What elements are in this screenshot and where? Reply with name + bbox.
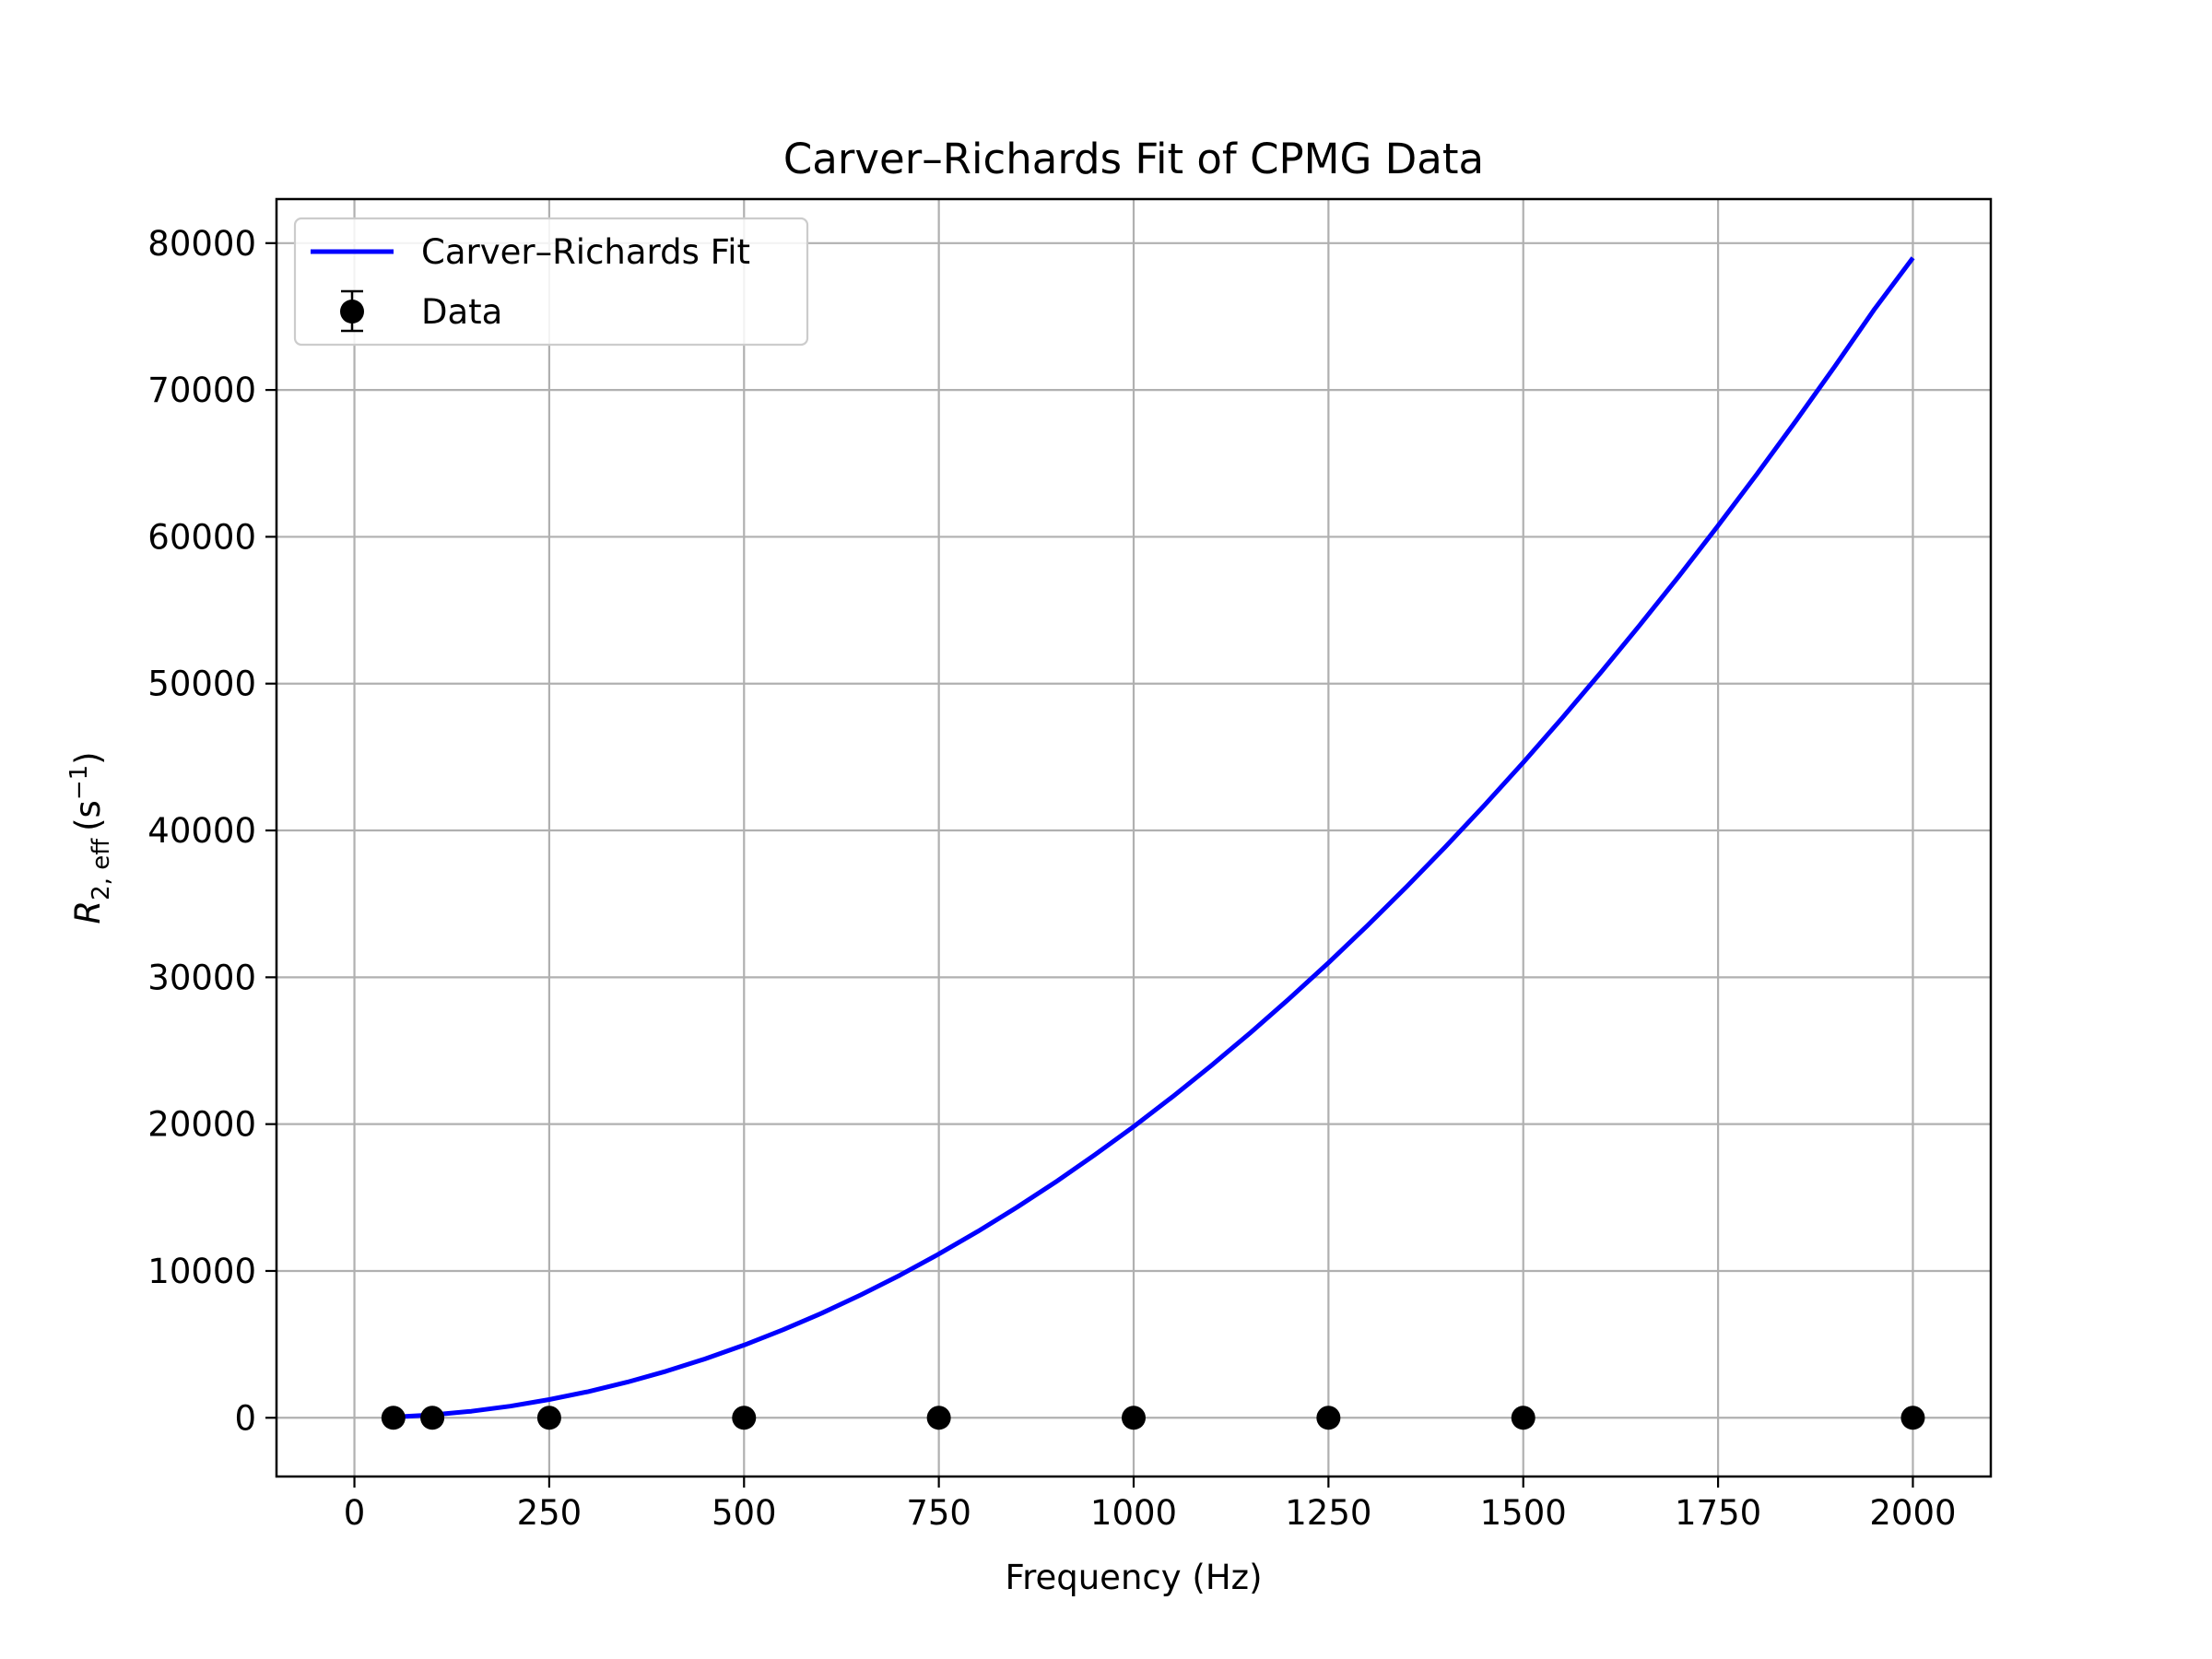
- y-axis-label-unit-prefix: (s: [68, 800, 108, 831]
- y-tick-label: 60000: [147, 517, 256, 557]
- x-tick-label: 500: [712, 1493, 777, 1533]
- series-layer: [381, 256, 1925, 1430]
- x-tick-label: 1500: [1480, 1493, 1567, 1533]
- fit-line: [393, 256, 1915, 1419]
- y-tick-label: 0: [234, 1398, 256, 1438]
- y-axis-label: R2, eff (s−1): [65, 751, 115, 924]
- y-axis-label-unit-suffix: ): [68, 751, 108, 764]
- y-tick-label: 80000: [147, 224, 256, 264]
- legend-fit-label: Carver–Richards Fit: [421, 232, 750, 272]
- data-point: [1316, 1406, 1341, 1430]
- data-point: [1122, 1406, 1146, 1430]
- y-tick-label: 10000: [147, 1252, 256, 1291]
- data-point: [926, 1406, 951, 1430]
- x-tick-label: 1750: [1675, 1493, 1761, 1533]
- legend-data-label: Data: [421, 292, 502, 332]
- y-tick-label: 40000: [147, 811, 256, 851]
- legend-data-marker: [340, 300, 364, 324]
- x-tick-label: 2000: [1869, 1493, 1956, 1533]
- y-tick-label: 20000: [147, 1105, 256, 1145]
- chart-title: Carver–Richards Fit of CPMG Data: [783, 135, 1484, 183]
- data-point: [381, 1406, 406, 1430]
- data-point: [1900, 1406, 1925, 1430]
- data-point: [420, 1406, 445, 1430]
- y-tick-label: 50000: [147, 665, 256, 704]
- grid-layer: [276, 199, 1991, 1477]
- x-tick-label: 1250: [1285, 1493, 1371, 1533]
- y-axis-label-unit-exp: −1: [65, 765, 93, 800]
- data-point: [536, 1406, 561, 1430]
- data-point: [732, 1406, 757, 1430]
- y-axis-label-symbol: R: [68, 900, 108, 924]
- legend: Carver–Richards Fit Data: [293, 217, 809, 347]
- legend-box: [293, 217, 809, 347]
- x-tick-label: 250: [517, 1493, 582, 1533]
- x-axis-label: Frequency (Hz): [1005, 1558, 1262, 1597]
- data-point: [1511, 1406, 1535, 1430]
- x-tick-label: 750: [906, 1493, 971, 1533]
- tick-layer: 0 250 500 750 1000 1250 1500 1750 20000100002000…: [147, 224, 1956, 1533]
- x-tick-label: 1000: [1090, 1493, 1177, 1533]
- x-tick-label: 0: [344, 1493, 366, 1533]
- y-axis-label-subscript: 2, eff: [88, 838, 115, 900]
- y-tick-label: 30000: [147, 958, 256, 997]
- y-tick-label: 70000: [147, 371, 256, 410]
